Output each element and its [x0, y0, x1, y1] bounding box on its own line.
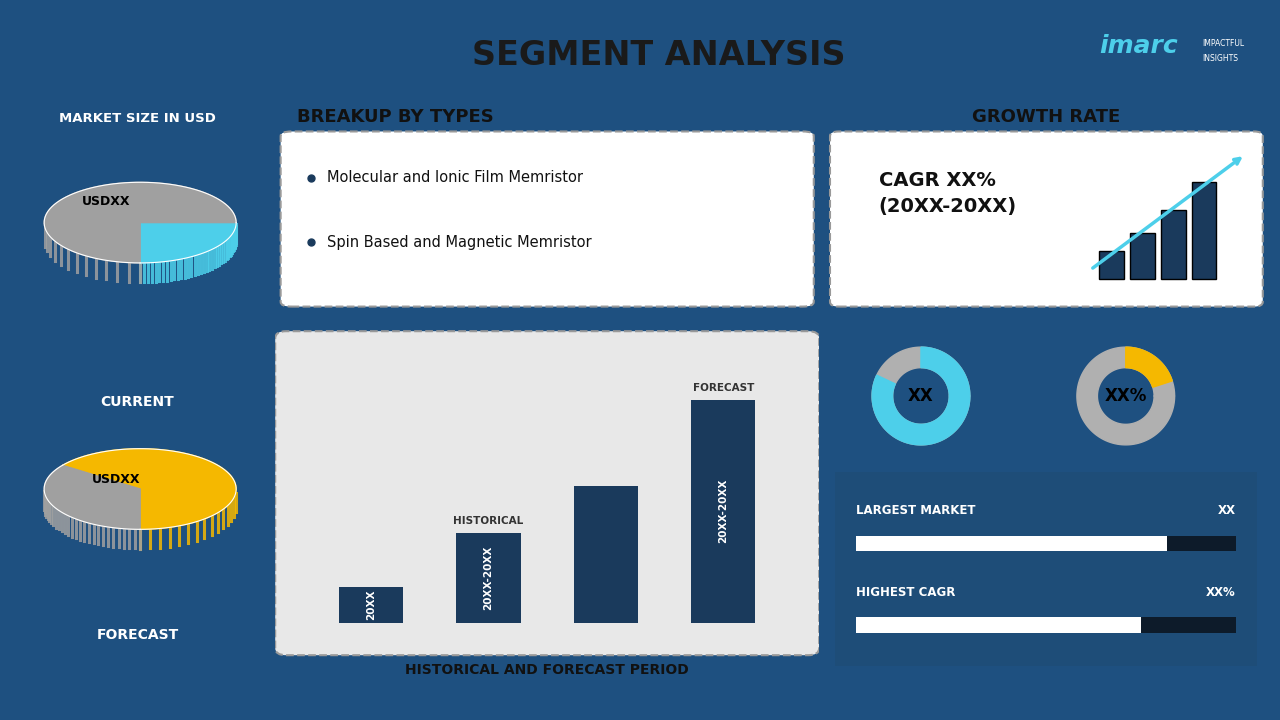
Bar [1140, 618, 1236, 633]
Polygon shape [63, 449, 236, 529]
Text: USDXX: USDXX [92, 473, 141, 486]
Polygon shape [872, 347, 970, 445]
Text: 20XX-20XX: 20XX-20XX [718, 479, 728, 544]
Text: USDXX: USDXX [82, 195, 131, 208]
Bar [691, 400, 755, 623]
Text: BREAKUP BY TYPES: BREAKUP BY TYPES [297, 109, 494, 127]
Text: LARGEST MARKET: LARGEST MARKET [856, 504, 975, 517]
Text: XX%: XX% [1206, 585, 1236, 598]
Text: CAGR XX%
(20XX-20XX): CAGR XX% (20XX-20XX) [878, 171, 1016, 217]
Text: 20XX-20XX: 20XX-20XX [484, 546, 494, 610]
Bar [339, 587, 403, 623]
Text: imarc: imarc [1098, 34, 1178, 58]
FancyBboxPatch shape [1130, 233, 1155, 279]
Text: INSIGHTS: INSIGHTS [1202, 54, 1238, 63]
FancyBboxPatch shape [822, 466, 1270, 672]
FancyBboxPatch shape [1100, 251, 1124, 279]
Text: XX: XX [908, 387, 934, 405]
Bar [573, 486, 639, 623]
Text: FORECAST: FORECAST [692, 383, 754, 393]
Polygon shape [872, 347, 970, 445]
Text: SEGMENT ANALYSIS: SEGMENT ANALYSIS [472, 39, 846, 72]
Bar [456, 533, 521, 623]
FancyBboxPatch shape [1192, 182, 1216, 279]
Polygon shape [45, 465, 141, 529]
Text: FORECAST: FORECAST [96, 628, 179, 642]
Bar [856, 536, 1167, 552]
Bar [856, 618, 1140, 633]
Text: IMPACTFUL: IMPACTFUL [1202, 39, 1244, 48]
Polygon shape [1126, 347, 1172, 387]
Text: HISTORICAL: HISTORICAL [453, 516, 524, 526]
Text: HIGHEST CAGR: HIGHEST CAGR [856, 585, 955, 598]
FancyBboxPatch shape [275, 331, 819, 655]
Text: GROWTH RATE: GROWTH RATE [973, 109, 1120, 127]
Polygon shape [1076, 347, 1175, 445]
Text: Molecular and Ionic Film Memristor: Molecular and Ionic Film Memristor [326, 170, 582, 185]
Polygon shape [45, 182, 237, 263]
Text: HISTORICAL AND FORECAST PERIOD: HISTORICAL AND FORECAST PERIOD [406, 662, 689, 677]
Text: MARKET SIZE IN USD: MARKET SIZE IN USD [59, 112, 216, 125]
Text: XX: XX [1217, 504, 1236, 517]
Text: CURRENT: CURRENT [101, 395, 174, 409]
Polygon shape [141, 222, 237, 263]
Bar [1167, 536, 1236, 552]
FancyBboxPatch shape [829, 132, 1263, 307]
FancyBboxPatch shape [1161, 210, 1185, 279]
Text: 20XX: 20XX [366, 590, 376, 620]
FancyBboxPatch shape [280, 132, 814, 307]
Text: Spin Based and Magnetic Memristor: Spin Based and Magnetic Memristor [326, 235, 591, 250]
Text: XX%: XX% [1105, 387, 1147, 405]
